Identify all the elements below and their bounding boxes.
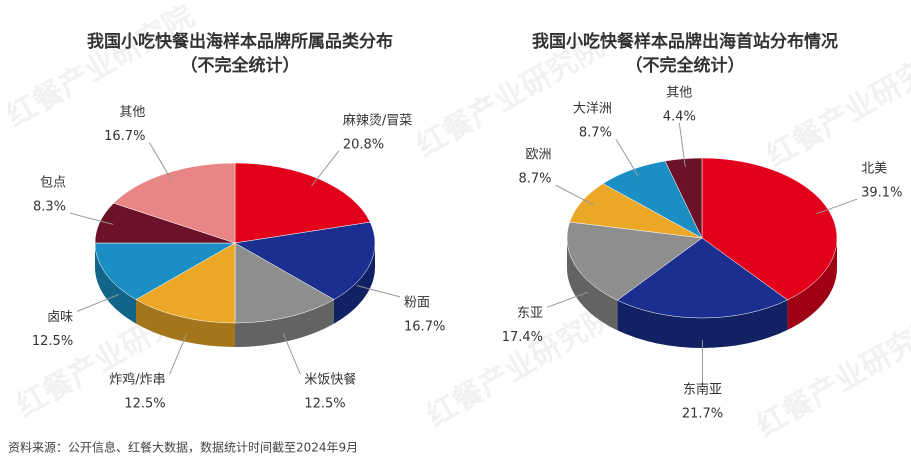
slice-label: 米饭快餐 — [304, 372, 356, 388]
chart-title: 我国小吃快餐样本品牌出海首站分布情况 — [532, 31, 838, 52]
slice-label: 大洋洲 — [573, 102, 612, 117]
slice-label: 东南亚 — [683, 381, 722, 397]
slice-label: 粉面 — [404, 295, 430, 310]
leader-line — [169, 333, 188, 375]
slice — [616, 237, 788, 319]
slice — [113, 162, 236, 244]
leader-line — [555, 184, 595, 206]
slice-side — [235, 299, 334, 347]
leader-line — [615, 138, 639, 177]
leader-line — [816, 198, 858, 215]
slice-side — [333, 243, 375, 324]
slice-value-label: 8.3% — [33, 200, 66, 215]
slice — [566, 221, 703, 301]
slice — [234, 162, 371, 244]
slice-label: 麻辣烫/冒菜 — [343, 113, 412, 128]
slice-label: 包点 — [40, 176, 66, 191]
leader-line — [69, 212, 114, 225]
slice-value-label: 21.7% — [682, 406, 723, 421]
pie: 麻辣烫/冒菜 20.8% 粉面 16.7% 米饭快餐 12.5% 炸鸡/炸串 12.5% 卤味 1… — [32, 105, 445, 412]
slice-value-label: 20.8% — [343, 137, 384, 152]
slice-value-label: 39.1% — [861, 186, 902, 201]
slice-value-label: 16.7% — [404, 319, 445, 334]
leader-line — [356, 285, 401, 298]
slice-value-label: 12.5% — [32, 334, 73, 349]
slice-value-label: 12.5% — [304, 397, 345, 412]
leader-line — [546, 291, 588, 308]
leader-line — [149, 142, 173, 181]
watermark: 红餐产业研究院 — [761, 39, 911, 174]
slice — [701, 157, 838, 301]
leader-line — [282, 333, 301, 375]
slice — [94, 242, 236, 300]
slice-value-label: 8.7% — [518, 172, 551, 187]
leader-line — [311, 150, 340, 187]
slice — [234, 242, 335, 324]
chart-subtitle: （不完全统计） — [626, 55, 745, 76]
slice-side — [136, 299, 235, 347]
slice-value-label: 16.7% — [104, 129, 145, 144]
slice-label: 其他 — [119, 105, 145, 120]
slice-value-label: 12.5% — [124, 397, 165, 412]
slice-label: 卤味 — [47, 309, 73, 325]
slice-value-label: 4.4% — [663, 110, 696, 125]
slice-label: 炸鸡/炸串 — [109, 372, 165, 388]
slice-value-label: 8.7% — [579, 126, 612, 141]
slice-side — [617, 299, 788, 348]
source-note: 资料来源：公开信息、红餐大数据，数据统计时间截至2024年9月 — [8, 440, 358, 455]
slice-label: 东亚 — [517, 306, 543, 321]
slice-side — [567, 238, 618, 331]
slice-label: 北美 — [861, 162, 887, 177]
slice-side — [787, 238, 837, 330]
watermark: 红餐产业研究院 — [1, 0, 200, 134]
leader-line — [77, 294, 119, 312]
slice — [664, 157, 703, 239]
pie: 北美 39.1% 东南亚 21.7% 东亚 17.4% 欧洲 8.7% 大洋洲 8.7% 其他 4.4… — [502, 86, 903, 422]
chart-title: 我国小吃快餐出海样本品牌所属品类分布 — [87, 31, 393, 52]
slice — [234, 221, 376, 300]
chart-subtitle: （不完全统计） — [181, 55, 300, 76]
slice-label: 其他 — [666, 86, 692, 101]
leader-line — [678, 123, 686, 167]
slice-value-label: 17.4% — [502, 330, 543, 345]
slice-label: 欧洲 — [525, 148, 551, 163]
slice — [135, 242, 236, 324]
slice-side — [95, 243, 137, 324]
